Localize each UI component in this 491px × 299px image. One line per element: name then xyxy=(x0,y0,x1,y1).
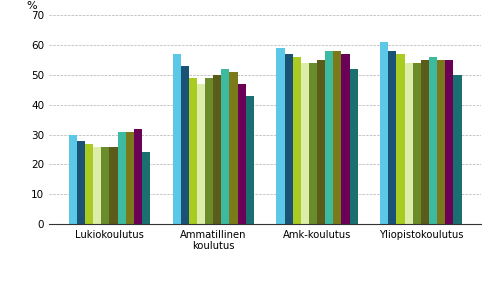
Bar xyxy=(309,63,317,224)
Bar xyxy=(276,48,284,224)
Bar xyxy=(380,42,388,224)
Bar xyxy=(197,84,205,224)
Bar xyxy=(429,57,437,224)
Bar xyxy=(388,51,397,224)
Bar xyxy=(181,66,189,224)
Bar xyxy=(93,147,101,224)
Bar xyxy=(238,84,246,224)
Bar xyxy=(325,51,333,224)
Bar xyxy=(437,60,445,224)
Bar xyxy=(142,152,150,224)
Bar xyxy=(101,147,109,224)
Bar xyxy=(405,63,413,224)
Bar xyxy=(421,60,429,224)
Bar xyxy=(213,75,221,224)
Bar xyxy=(205,78,213,224)
Bar xyxy=(317,60,325,224)
Bar xyxy=(229,72,238,224)
Bar xyxy=(293,57,301,224)
Bar xyxy=(341,54,350,224)
Bar xyxy=(77,141,85,224)
Bar xyxy=(284,54,293,224)
Bar xyxy=(134,129,142,224)
Bar xyxy=(301,63,309,224)
Bar xyxy=(189,78,197,224)
Bar xyxy=(85,144,93,224)
Bar xyxy=(453,75,462,224)
Bar xyxy=(413,63,421,224)
Bar xyxy=(172,54,181,224)
Bar xyxy=(126,132,134,224)
Bar xyxy=(109,147,117,224)
Bar xyxy=(445,60,453,224)
Bar xyxy=(397,54,405,224)
Bar xyxy=(221,69,229,224)
Bar xyxy=(350,69,358,224)
Bar xyxy=(69,135,77,224)
Y-axis label: %: % xyxy=(27,1,37,11)
Bar xyxy=(246,96,254,224)
Bar xyxy=(333,51,341,224)
Bar xyxy=(117,132,126,224)
